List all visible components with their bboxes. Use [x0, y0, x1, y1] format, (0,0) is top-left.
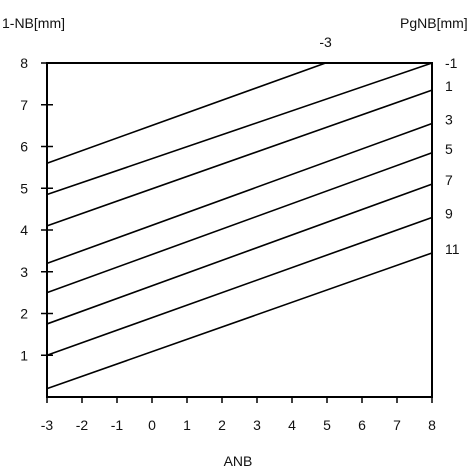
- y-tick-label: 5: [20, 180, 28, 196]
- x-tick-label: 2: [218, 417, 226, 433]
- x-tick-label: -3: [41, 417, 54, 433]
- x-tick-label: 1: [183, 417, 191, 433]
- y-axis-left-label: 1-NB[mm]: [2, 15, 65, 31]
- series-label: 7: [445, 172, 453, 188]
- y-tick-label: 1: [20, 347, 28, 363]
- x-tick-label: 0: [148, 417, 156, 433]
- series-label: 3: [445, 112, 453, 128]
- series-line: [46, 152, 433, 294]
- series-label: 5: [445, 141, 453, 157]
- y-axis-right-label: PgNB[mm]: [400, 15, 468, 31]
- plot-area: -3 -2 -1 0 1 2 3 4 5 6 7 8 1 2 3 4 5 6 7 8 -3 -1 1 3 5 7 9 11: [20, 34, 460, 433]
- series-line: [46, 62, 326, 164]
- x-tick-label: 3: [253, 417, 261, 433]
- series-line: [46, 252, 433, 390]
- y-tick-label: 3: [20, 264, 28, 280]
- y-tick-label: 2: [20, 306, 28, 322]
- x-tick-label: -1: [111, 417, 124, 433]
- x-tick-label: 4: [288, 417, 296, 433]
- plot-frame: [46, 62, 433, 398]
- x-axis-label: ANB: [224, 453, 253, 469]
- x-tick-label: -2: [76, 417, 89, 433]
- series-label: 9: [445, 205, 453, 221]
- x-tick-label: 8: [428, 417, 436, 433]
- series-line: [46, 122, 433, 265]
- series-line: [46, 62, 433, 196]
- series-label: -3: [319, 34, 332, 50]
- y-tick-label: 6: [20, 139, 28, 155]
- series-line: [46, 183, 433, 325]
- series-label: 11: [445, 241, 460, 257]
- y-tick-label: 4: [20, 222, 28, 238]
- y-tick-label: 7: [20, 97, 28, 113]
- series-line: [46, 216, 433, 357]
- y-tick-label: 8: [20, 55, 28, 71]
- series-label: -1: [445, 55, 458, 71]
- x-tick-label: 7: [393, 417, 401, 433]
- series-label: 1: [445, 78, 453, 94]
- x-tick-label: 6: [358, 417, 366, 433]
- x-tick-label: 5: [323, 417, 331, 433]
- series-line: [46, 89, 433, 227]
